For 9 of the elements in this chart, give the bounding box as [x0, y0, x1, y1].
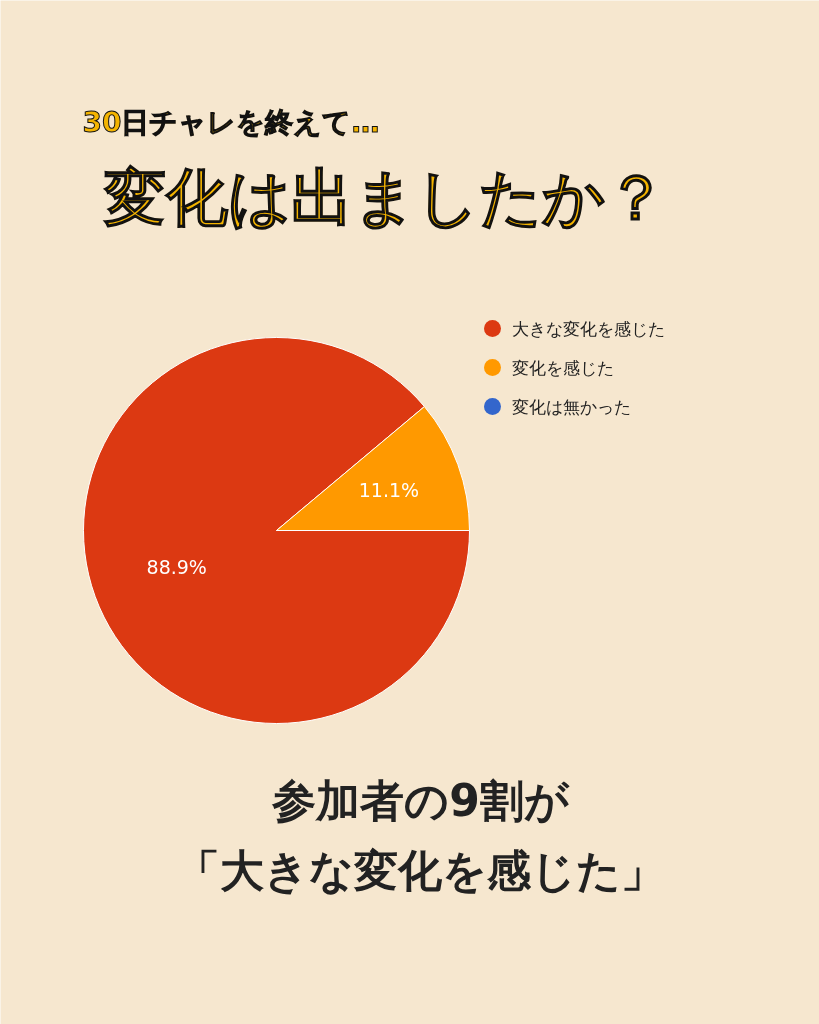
legend-label: 大きな変化を感じた	[511, 318, 665, 339]
data-label: 11.1%	[358, 478, 420, 501]
chart-subtitle: 30日チャレを終えて…	[82, 106, 380, 139]
legend-label: 変化は無かった	[511, 396, 631, 417]
chart-title: 変化は出ましたか？	[103, 161, 667, 234]
text: 「大きな変化を感じた」	[176, 845, 665, 896]
legend-label: 変化を感じた	[511, 357, 614, 378]
text: 参加者の9割が	[271, 775, 570, 826]
data-label: 88.9%	[146, 555, 207, 578]
